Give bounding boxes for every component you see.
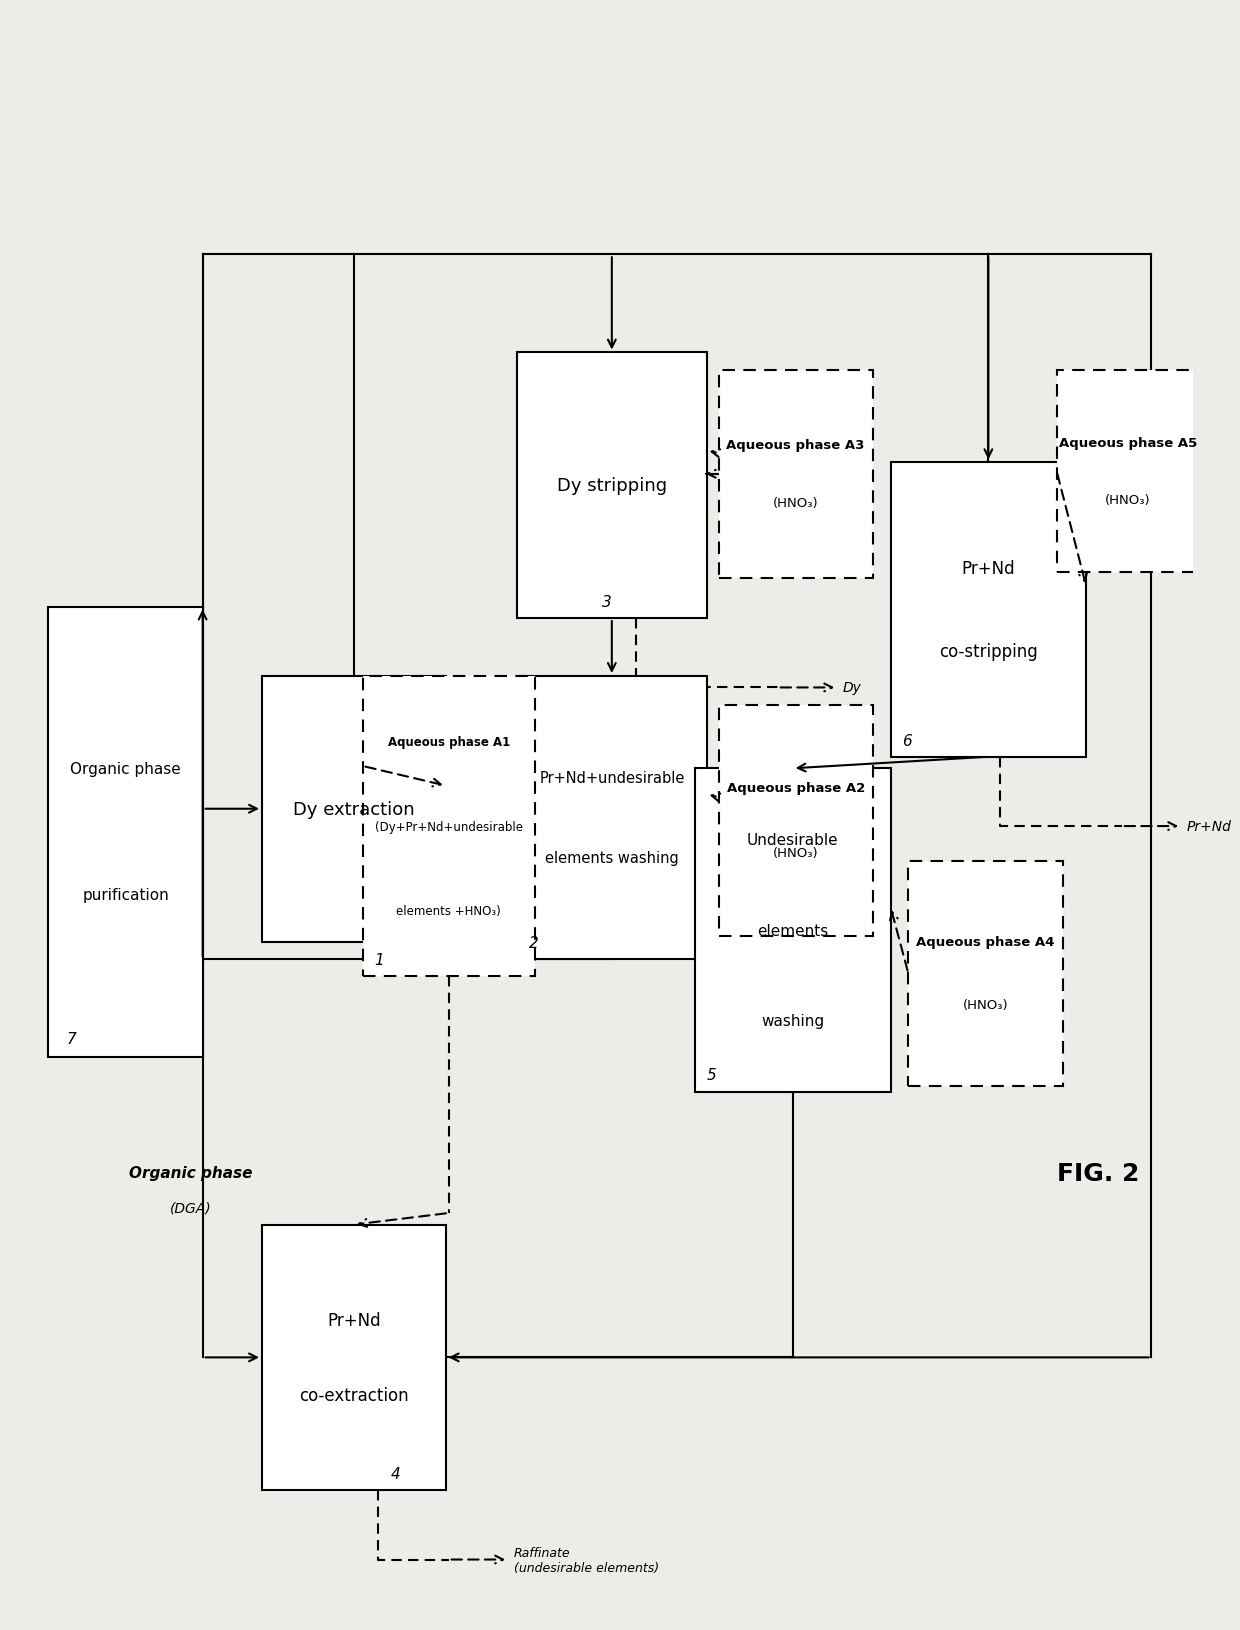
Text: elements washing: elements washing	[544, 849, 678, 866]
Text: Raffinate
(undesirable elements): Raffinate (undesirable elements)	[513, 1545, 660, 1573]
Bar	[517, 354, 707, 619]
Text: 7: 7	[66, 1030, 76, 1046]
Bar	[1056, 370, 1199, 572]
Text: (HNO₃): (HNO₃)	[1105, 494, 1151, 507]
Bar	[262, 1224, 445, 1490]
Bar	[909, 861, 1063, 1086]
Text: 4: 4	[391, 1465, 401, 1482]
Bar	[890, 463, 1086, 758]
Text: Pr+Nd: Pr+Nd	[327, 1312, 381, 1330]
Text: Aqueous phase A2: Aqueous phase A2	[727, 782, 864, 795]
Text: Pr+Nd+undesirable: Pr+Nd+undesirable	[539, 771, 684, 786]
Text: Dy: Dy	[843, 681, 862, 694]
Text: (HNO₃): (HNO₃)	[773, 846, 818, 859]
Text: co-extraction: co-extraction	[299, 1386, 409, 1403]
Text: co-stripping: co-stripping	[939, 642, 1038, 660]
Bar	[262, 676, 445, 942]
Text: Pr+Nd: Pr+Nd	[961, 559, 1016, 579]
Text: elements: elements	[758, 923, 828, 937]
Text: elements +HNO₃): elements +HNO₃)	[397, 905, 501, 918]
Text: 6: 6	[903, 734, 913, 748]
Text: Aqueous phase A1: Aqueous phase A1	[388, 737, 510, 750]
Text: Aqueous phase A5: Aqueous phase A5	[1059, 437, 1197, 450]
Text: (HNO₃): (HNO₃)	[773, 497, 818, 510]
Bar	[718, 706, 873, 936]
Text: Dy extraction: Dy extraction	[293, 800, 414, 818]
Text: Organic phase: Organic phase	[129, 1165, 253, 1180]
Bar	[718, 370, 873, 579]
Text: purification: purification	[82, 888, 169, 903]
Bar	[694, 769, 890, 1092]
Text: 3: 3	[603, 595, 613, 610]
Text: Organic phase: Organic phase	[71, 761, 181, 778]
Text: FIG. 2: FIG. 2	[1056, 1161, 1140, 1185]
Text: (HNO₃): (HNO₃)	[962, 999, 1008, 1012]
Bar	[363, 676, 534, 976]
Text: 5: 5	[707, 1068, 717, 1082]
Text: Dy stripping: Dy stripping	[557, 478, 667, 496]
Bar	[517, 676, 707, 960]
Text: Aqueous phase A4: Aqueous phase A4	[916, 936, 1054, 949]
Text: Pr+Nd: Pr+Nd	[1187, 820, 1231, 833]
Bar	[48, 608, 202, 1058]
Text: Aqueous phase A3: Aqueous phase A3	[727, 438, 864, 452]
Text: 2: 2	[528, 936, 538, 950]
Text: (DGA): (DGA)	[170, 1200, 212, 1214]
Text: Undesirable: Undesirable	[746, 833, 838, 848]
Text: 1: 1	[374, 952, 384, 967]
Text: (Dy+Pr+Nd+undesirable: (Dy+Pr+Nd+undesirable	[374, 820, 523, 833]
Text: washing: washing	[761, 1014, 825, 1029]
